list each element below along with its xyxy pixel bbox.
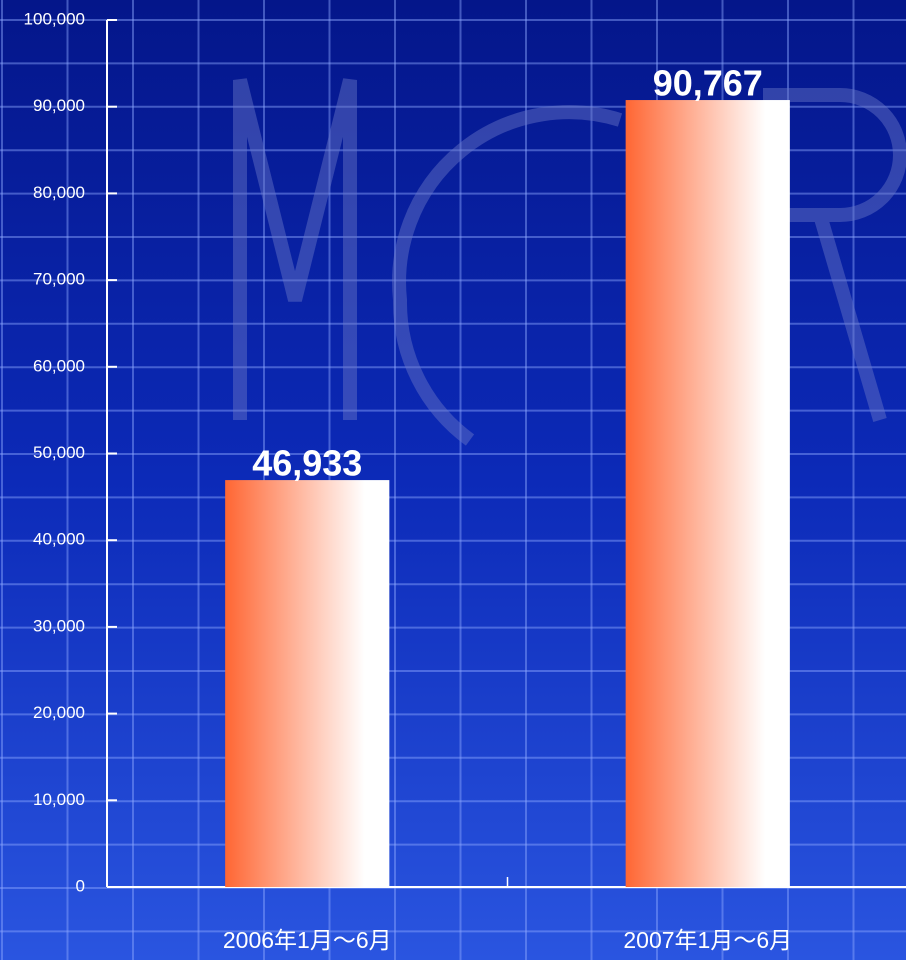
y-tick-label: 50,000	[33, 443, 85, 462]
x-tick-label: 2006年1月～6月	[223, 927, 392, 953]
y-tick-label: 100,000	[24, 9, 85, 28]
value-label: 46,933	[252, 443, 362, 484]
y-tick-label: 70,000	[33, 270, 85, 289]
y-tick-label: 10,000	[33, 790, 85, 809]
x-tick-label: 2007年1月～6月	[623, 927, 792, 953]
bar	[225, 480, 390, 887]
y-tick-label: 90,000	[33, 96, 85, 115]
y-tick-label: 60,000	[33, 356, 85, 375]
watermark	[233, 78, 906, 446]
value-label: 90,767	[653, 63, 763, 104]
y-tick-label: 40,000	[33, 530, 85, 549]
y-tick-label: 80,000	[33, 183, 85, 202]
bar	[625, 100, 790, 887]
y-tick-label: 0	[76, 876, 85, 895]
y-tick-label: 20,000	[33, 703, 85, 722]
y-tick-label: 30,000	[33, 616, 85, 635]
